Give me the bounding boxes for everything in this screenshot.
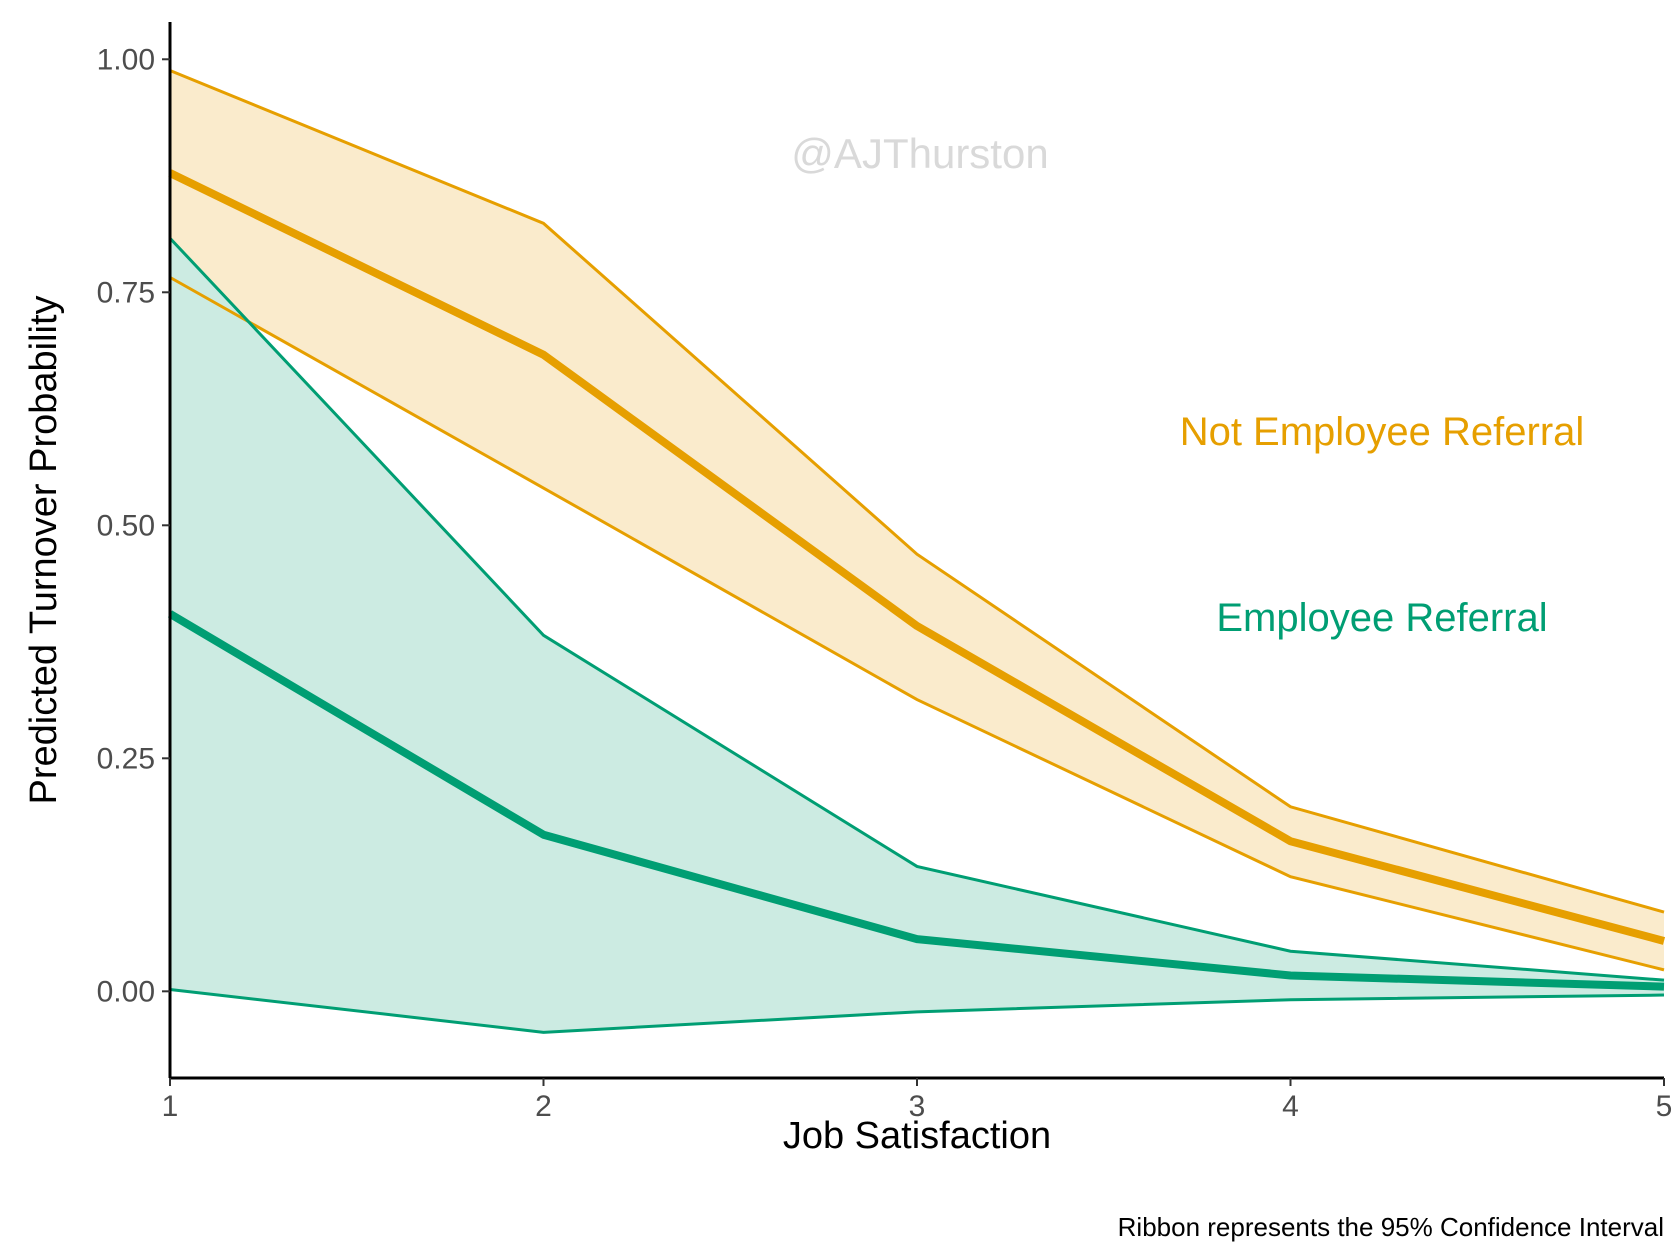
ci-ribbon-not-employee-referral (170, 70, 1664, 970)
y-axis-ticks: 0.00 0.25 0.50 0.75 1.00 (97, 43, 170, 1008)
ci-bound-lines (168, 69, 1665, 1034)
y-tick-label: 0.25 (97, 742, 155, 775)
ci-lower-line-employee-referral (169, 987, 1665, 1034)
series-label-not-employee-referral: Not Employee Referral (1180, 410, 1585, 454)
prediction-line-not-employee-referral (168, 169, 1666, 945)
ci-lower-line-not-employee-referral (169, 276, 1665, 972)
series-label-employee-referral: Employee Referral (1216, 596, 1547, 640)
y-tick-label: 0.00 (97, 975, 155, 1008)
x-tick-label: 1 (162, 1090, 179, 1123)
chart-caption: Ribbon represents the 95% Confidence Int… (1118, 1212, 1664, 1242)
watermark: @AJThurston (791, 130, 1048, 177)
y-tick-label: 0.50 (97, 509, 155, 542)
x-tick-label: 2 (535, 1090, 552, 1123)
x-axis-ticks: 1 2 3 4 5 (162, 1078, 1673, 1123)
x-tick-label: 5 (1656, 1090, 1673, 1123)
x-axis-title: Job Satisfaction (783, 1115, 1051, 1157)
x-tick-label: 3 (909, 1090, 926, 1123)
y-axis-title: Predicted Turnover Probability (23, 295, 65, 804)
prediction-line-employee-referral (167, 610, 1665, 991)
ci-upper-line-not-employee-referral (169, 69, 1665, 914)
y-tick-label: 0.75 (97, 276, 155, 309)
ci-ribbons (170, 70, 1664, 1033)
y-tick-label: 1.00 (97, 43, 155, 76)
prediction-lines (167, 169, 1666, 991)
ci-upper-line-employee-referral (168, 237, 1665, 982)
x-tick-label: 4 (1282, 1090, 1299, 1123)
